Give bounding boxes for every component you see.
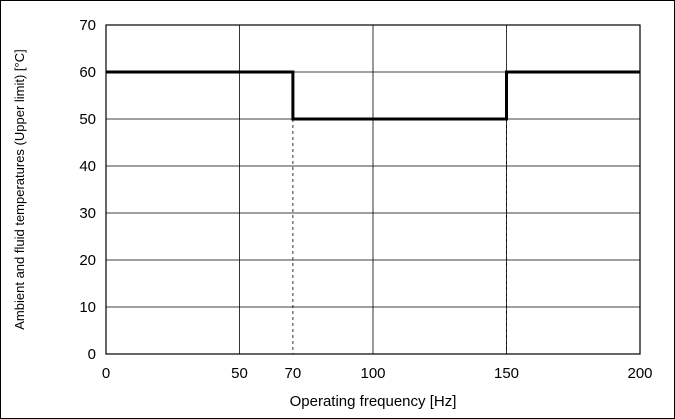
x-tick-label-100: 100 bbox=[360, 365, 385, 382]
x-tick-label-0: 0 bbox=[102, 365, 110, 382]
y-tick-label-50: 50 bbox=[79, 111, 96, 128]
grid-lines bbox=[106, 25, 640, 354]
plot-area bbox=[105, 24, 641, 355]
y-tick-label-10: 10 bbox=[79, 299, 96, 316]
series-line-0 bbox=[106, 70, 640, 121]
y-tick-label-60: 60 bbox=[79, 64, 96, 81]
x-tick-label-50: 50 bbox=[231, 365, 248, 382]
y-tick-label-30: 30 bbox=[79, 205, 96, 222]
y-tick-label-70: 70 bbox=[79, 17, 96, 34]
y-axis-label: Ambient and fluid temperatures (Upper li… bbox=[12, 49, 27, 329]
x-tick-label-150: 150 bbox=[494, 365, 519, 382]
x-tick-labels: 0 50 70 100 150 200 bbox=[102, 365, 653, 382]
series-layer bbox=[106, 70, 640, 121]
x-axis-label: Operating frequency [Hz] bbox=[290, 393, 457, 410]
x-tick-label-70: 70 bbox=[285, 365, 302, 382]
y-tick-label-20: 20 bbox=[79, 252, 96, 269]
y-tick-labels: 0 10 20 30 40 50 60 70 bbox=[79, 17, 96, 363]
y-tick-label-0: 0 bbox=[88, 346, 96, 363]
dashed-markers bbox=[292, 119, 507, 354]
x-tick-label-200: 200 bbox=[627, 365, 652, 382]
y-tick-label-40: 40 bbox=[79, 158, 96, 175]
